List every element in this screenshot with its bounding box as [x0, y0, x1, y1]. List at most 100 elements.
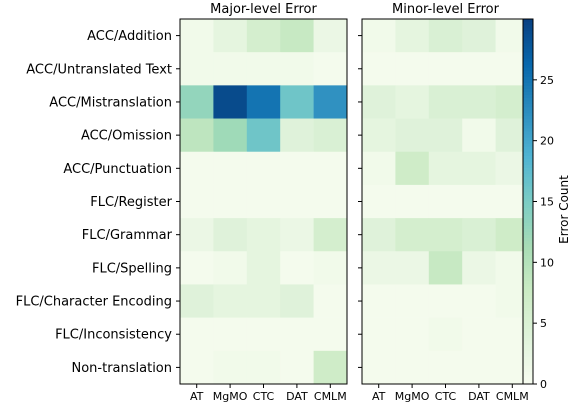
- heatmap-cell: [362, 218, 396, 252]
- heatmap-cell: [213, 19, 248, 53]
- colorbar-segment: [523, 122, 533, 126]
- colorbar-segment: [523, 250, 533, 254]
- panel-title: Major-level Error: [210, 2, 317, 17]
- heatmap-cell: [313, 151, 348, 186]
- colorbar-segment: [523, 228, 533, 233]
- colorbar-segment: [523, 40, 533, 44]
- y-tick-label-acc-mistranslation: ACC/Mistranslation: [49, 95, 172, 110]
- colorbar-segment: [523, 143, 533, 148]
- heatmap-cell: [462, 19, 496, 53]
- heatmap-cell: [362, 19, 396, 53]
- colorbar-segment: [523, 76, 533, 81]
- colorbar-segment: [523, 307, 533, 312]
- colorbar-segment: [523, 119, 533, 123]
- colorbar-tick-label: 25: [540, 74, 554, 87]
- colorbar-segment: [523, 171, 533, 175]
- colorbar-segment: [523, 34, 533, 38]
- colorbar-segment: [523, 216, 533, 221]
- heatmap-cell: [395, 19, 430, 53]
- heatmap-cell: [280, 218, 314, 252]
- colorbar-segment: [523, 88, 533, 93]
- heatmap-cell: [428, 52, 463, 86]
- y-tick-label-flc-inconsistency: FLC/Inconsistency: [55, 328, 172, 343]
- heatmap-cell: [313, 251, 348, 285]
- heatmap-cell: [462, 151, 496, 186]
- colorbar-segment: [523, 271, 533, 275]
- colorbar-segment: [523, 241, 533, 245]
- colorbar-segment: [523, 37, 533, 41]
- colorbar-segment: [523, 338, 533, 342]
- colorbar-segment: [523, 101, 533, 105]
- colorbar-segment: [523, 67, 533, 72]
- colorbar-segment: [523, 158, 533, 163]
- heatmap-cell: [462, 52, 496, 86]
- colorbar-segment: [523, 374, 533, 379]
- colorbar-segment: [523, 155, 533, 160]
- colorbar-segment: [523, 28, 533, 32]
- heatmap-cell: [362, 350, 396, 385]
- colorbar-segment: [523, 140, 533, 145]
- colorbar-segment: [523, 58, 533, 62]
- colorbar-segment: [523, 64, 533, 69]
- x-tick-label-cmlm: CMLM: [314, 390, 347, 403]
- colorbar-segment: [523, 22, 533, 26]
- heatmap-cell: [180, 317, 214, 352]
- x-tick-label-mgmo: MgMO: [395, 390, 430, 403]
- x-tick-label-dat: DAT: [468, 390, 490, 403]
- colorbar-segment: [523, 128, 533, 132]
- colorbar-segment: [523, 323, 533, 327]
- heatmap-cell: [280, 317, 314, 352]
- colorbar-segment: [523, 314, 533, 318]
- y-tick-label-acc-punctuation: ACC/Punctuation: [63, 162, 172, 177]
- colorbar-segment: [523, 43, 533, 47]
- heatmap-cell: [395, 184, 430, 219]
- heatmap-cell: [280, 184, 314, 219]
- heatmap-cell: [180, 151, 214, 186]
- colorbar-segment: [523, 225, 533, 230]
- colorbar-segment: [523, 149, 533, 154]
- colorbar-segment: [523, 210, 533, 215]
- heatmap-cell: [462, 218, 496, 252]
- heatmap-cell: [395, 151, 430, 186]
- colorbar-segment: [523, 92, 533, 96]
- x-tick-label-at: AT: [190, 390, 204, 403]
- colorbar-segment: [523, 292, 533, 297]
- heatmap-cell: [313, 317, 348, 352]
- colorbar-segment: [523, 177, 533, 181]
- heatmap-cell: [428, 317, 463, 352]
- colorbar-segment: [523, 73, 533, 78]
- heatmap-cell: [213, 151, 248, 186]
- colorbar-segment: [523, 298, 533, 303]
- heatmap-cell: [395, 118, 430, 153]
- heatmap-cell: [362, 52, 396, 86]
- colorbar-segment: [523, 98, 533, 102]
- heatmap-cell: [395, 251, 430, 285]
- colorbar-segment: [523, 311, 533, 315]
- colorbar-segment: [523, 113, 533, 117]
- heatmap-cell: [362, 251, 396, 285]
- colorbar-segment: [523, 365, 533, 370]
- colorbar-tick-label: 10: [540, 256, 554, 269]
- colorbar-segment: [523, 192, 533, 196]
- x-tick-label-mgmo: MgMO: [213, 390, 248, 403]
- colorbar-segment: [523, 262, 533, 266]
- heatmap-cell: [313, 118, 348, 153]
- colorbar-segment: [523, 174, 533, 178]
- heatmap-cell: [280, 350, 314, 385]
- heatmap-cell: [280, 19, 314, 53]
- heatmap-cell: [213, 317, 248, 352]
- colorbar-segment: [523, 152, 533, 157]
- y-tick-label-acc-untranslated-text: ACC/Untranslated Text: [26, 62, 172, 77]
- colorbar-segment: [523, 341, 533, 345]
- heatmap-cell: [362, 151, 396, 186]
- colorbar-segment: [523, 362, 533, 367]
- heatmap-cell: [313, 350, 348, 385]
- heatmap-cell: [428, 118, 463, 153]
- heatmap-cell: [313, 284, 348, 318]
- colorbar-segment: [523, 247, 533, 251]
- colorbar-segment: [523, 222, 533, 227]
- heatmap-cell: [462, 251, 496, 285]
- y-tick-label-flc-character-encoding: FLC/Character Encoding: [16, 295, 172, 310]
- colorbar-segment: [523, 234, 533, 239]
